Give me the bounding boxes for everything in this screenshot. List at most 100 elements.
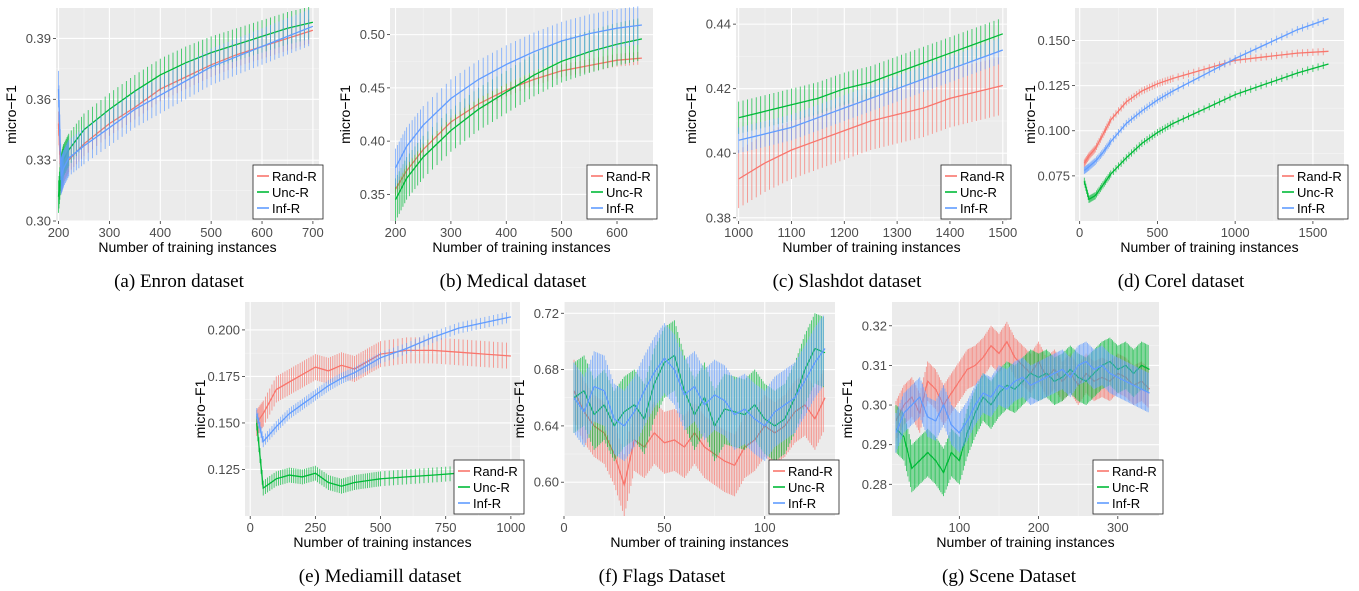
y-tick-label: 0.39: [26, 31, 51, 46]
y-tick-label: 0.33: [26, 153, 51, 168]
y-tick-label: 0.42: [706, 81, 731, 96]
x-axis-label: Number of training instances: [98, 239, 276, 255]
x-tick-label: 250: [305, 520, 327, 535]
x-axis-label: Number of training instances: [1120, 239, 1298, 255]
x-axis-label: Number of training instances: [293, 534, 471, 550]
series-line-uncr: [256, 422, 511, 490]
y-tick-label: 0.29: [862, 437, 887, 452]
y-tick-label: 0.45: [360, 80, 385, 95]
x-tick-label: 500: [370, 520, 392, 535]
series-line-randr: [1083, 50, 1329, 164]
x-tick-label: 0: [1076, 225, 1083, 240]
y-tick-label: 0.28: [862, 477, 887, 492]
y-tick-label: 0.38: [706, 210, 731, 225]
chart-corel: 0 500 1000 1500 0.075 0.100 0.125 0.150 Number o…: [1022, 8, 1349, 255]
series-line-infr: [1083, 18, 1329, 172]
legend-label-uncr: Unc-R: [960, 185, 997, 200]
series-line-infr: [57, 25, 314, 177]
caption-enron: (a) Enron dataset: [114, 271, 244, 292]
y-tick-label: 0.150: [207, 415, 240, 430]
chart-medical: 200 300 400 500 600 0.35 0.40 0.45 0.50 Number of…: [337, 6, 658, 255]
legend-label-randr: Rand-R: [473, 464, 518, 479]
x-tick-label: 600: [606, 225, 628, 240]
x-tick-label: 200: [1028, 520, 1050, 535]
legend-label-infr: Inf-R: [1297, 201, 1325, 216]
y-tick-label: 0.125: [1037, 78, 1070, 93]
y-axis-label: micro−F1: [3, 85, 19, 144]
y-tick-label: 0.150: [1037, 33, 1070, 48]
legend-label-uncr: Unc-R: [473, 480, 510, 495]
legend-label-infr: Inf-R: [788, 496, 816, 511]
legend-label-uncr: Unc-R: [1112, 480, 1149, 495]
x-tick-label: 1500: [988, 225, 1017, 240]
legend-label-randr: Rand-R: [606, 169, 651, 184]
y-tick-label: 0.60: [534, 475, 559, 490]
y-tick-label: 0.32: [862, 318, 887, 333]
x-tick-label: 400: [149, 225, 171, 240]
x-tick-label: 1300: [883, 225, 912, 240]
x-tick-label: 0: [560, 520, 567, 535]
series-line-infr: [256, 316, 512, 443]
y-tick-label: 0.64: [534, 418, 559, 433]
legend-label-uncr: Unc-R: [272, 185, 309, 200]
legend-label-randr: Rand-R: [1112, 464, 1157, 479]
x-tick-label: 750: [435, 520, 457, 535]
x-axis-label: Number of training instances: [782, 239, 960, 255]
x-tick-label: 300: [99, 225, 121, 240]
y-tick-label: 0.72: [534, 306, 559, 321]
x-tick-label: 1000: [1221, 225, 1250, 240]
caption-corel: (d) Corel dataset: [1117, 271, 1245, 292]
series-line-infr: [895, 360, 1150, 434]
legend-label-randr: Rand-R: [960, 169, 1005, 184]
y-axis-label: micro−F1: [1022, 85, 1038, 144]
legend-label-uncr: Unc-R: [606, 185, 643, 200]
y-tick-label: 0.31: [862, 358, 887, 373]
x-tick-label: 50: [657, 520, 671, 535]
x-tick-label: 0: [247, 520, 254, 535]
caption-scene: (g) Scene Dataset: [942, 566, 1076, 587]
legend-label-infr: Inf-R: [1112, 496, 1140, 511]
y-tick-label: 0.35: [360, 187, 385, 202]
legend-label-infr: Inf-R: [473, 496, 501, 511]
y-tick-label: 0.40: [360, 134, 385, 149]
x-tick-label: 1000: [724, 225, 753, 240]
y-tick-label: 0.50: [360, 27, 385, 42]
x-tick-label: 100: [948, 520, 970, 535]
y-axis-label: micro−F1: [337, 85, 353, 144]
y-tick-label: 0.44: [706, 17, 731, 32]
series-line-uncr: [1083, 63, 1329, 201]
chart-enron: 200 300 400 500 600 700 0.30 0.33 0.36 0.39 Number…: [3, 6, 324, 255]
series-line-randr: [256, 349, 511, 424]
caption-medical: (b) Medical dataset: [439, 271, 587, 292]
y-tick-label: 0.68: [534, 362, 559, 377]
x-axis-label: Number of training instances: [936, 534, 1114, 550]
x-tick-label: 400: [495, 225, 517, 240]
x-tick-label: 1200: [830, 225, 859, 240]
y-tick-label: 0.125: [207, 462, 240, 477]
y-tick-label: 0.30: [26, 214, 51, 229]
x-tick-label: 500: [551, 225, 573, 240]
chart-scene: 100 200 300 0.28 0.29 0.30 0.31 0.32 Number of t…: [839, 302, 1164, 550]
legend-label-infr: Inf-R: [272, 201, 300, 216]
y-axis-label: micro−F1: [511, 379, 527, 438]
legend-label-randr: Rand-R: [1297, 169, 1342, 184]
chart-flags: 0 50 100 0.60 0.64 0.68 0.72 Number of training…: [511, 302, 840, 550]
x-tick-label: 1100: [777, 225, 805, 240]
x-tick-label: 1000: [496, 520, 525, 535]
legend-label-uncr: Unc-R: [1297, 185, 1334, 200]
x-tick-label: 700: [302, 225, 324, 240]
x-axis-label: Number of training instances: [610, 534, 788, 550]
caption-slashdot: (c) Slashdot dataset: [772, 271, 922, 292]
y-tick-label: 0.100: [1037, 123, 1070, 138]
y-axis-label: micro−F1: [683, 85, 699, 144]
y-axis-label: micro−F1: [192, 379, 208, 438]
legend-label-randr: Rand-R: [272, 169, 317, 184]
series-line-infr: [738, 49, 1004, 141]
series-line-randr: [738, 84, 1003, 180]
